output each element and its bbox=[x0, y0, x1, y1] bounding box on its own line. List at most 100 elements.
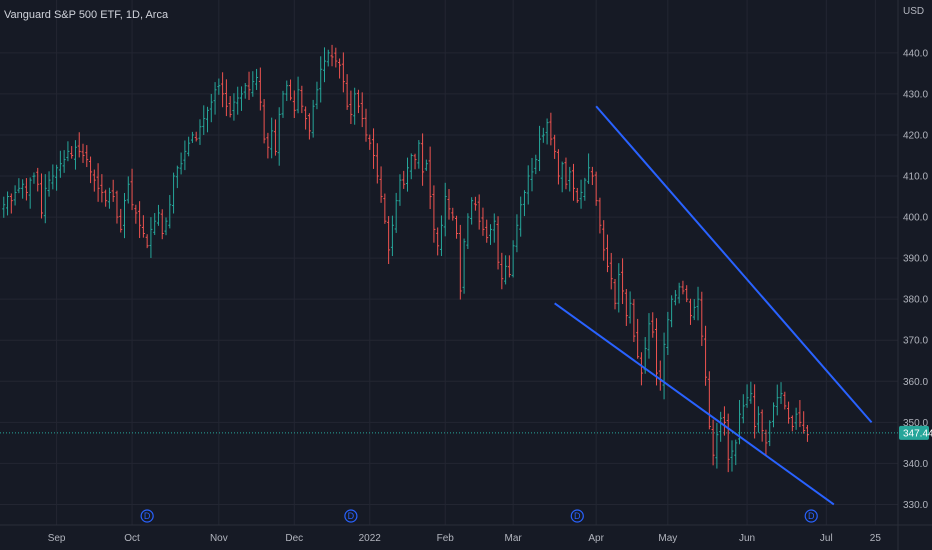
ohlc-bar bbox=[187, 136, 191, 157]
ohlc-bar bbox=[492, 213, 496, 243]
ohlc-bar bbox=[764, 429, 768, 455]
ohlc-bar bbox=[28, 177, 32, 209]
ohlc-bar bbox=[405, 157, 409, 192]
dividend-marker: D bbox=[140, 509, 154, 523]
ohlc-bar bbox=[73, 140, 77, 170]
ohlc-bar bbox=[722, 406, 726, 436]
dividend-marker: D bbox=[344, 509, 358, 523]
ohlc-bar bbox=[771, 402, 775, 428]
ohlc-bar bbox=[783, 391, 787, 410]
price-tick-label: 340.0 bbox=[903, 459, 928, 470]
price-tick-label: 390.0 bbox=[903, 254, 928, 265]
ohlc-bar bbox=[598, 197, 602, 234]
time-tick-label: Mar bbox=[505, 533, 523, 544]
dividend-marker: D bbox=[804, 509, 818, 523]
ohlc-bar bbox=[756, 406, 760, 433]
ohlc-bar bbox=[32, 172, 36, 184]
ohlc-bar bbox=[375, 143, 379, 184]
ohlc-bar bbox=[692, 299, 696, 321]
ohlc-bar bbox=[605, 234, 609, 273]
ohlc-bar bbox=[462, 238, 466, 294]
ohlc-bar bbox=[560, 161, 564, 193]
ohlc-bar bbox=[666, 311, 670, 355]
ohlc-bar bbox=[572, 163, 576, 201]
ohlc-bar bbox=[473, 196, 477, 211]
ohlc-bar bbox=[334, 47, 338, 68]
dividend-circle bbox=[344, 509, 358, 523]
ohlc-bar bbox=[243, 83, 247, 99]
ohlc-bar bbox=[696, 286, 700, 321]
ohlc-bar bbox=[579, 179, 583, 209]
ohlc-bar bbox=[247, 71, 251, 100]
ohlc-bar bbox=[183, 140, 187, 171]
ohlc-bar bbox=[66, 141, 70, 162]
ohlc-bar bbox=[6, 191, 10, 216]
ohlc-bar bbox=[141, 215, 145, 238]
ohlc-bar bbox=[760, 409, 764, 442]
ohlc-bar bbox=[311, 99, 315, 138]
ohlc-bar bbox=[741, 394, 745, 424]
ohlc-bar bbox=[413, 153, 417, 170]
ohlc-bar bbox=[409, 153, 413, 180]
ohlc-bar bbox=[104, 189, 108, 207]
ohlc-bar bbox=[681, 280, 685, 295]
ohlc-bar bbox=[730, 440, 734, 472]
time-tick-label: 2022 bbox=[359, 533, 382, 544]
ohlc-bar bbox=[541, 127, 545, 143]
ohlc-bar bbox=[685, 285, 689, 303]
time-tick-label: 25 bbox=[870, 533, 882, 544]
trendline bbox=[595, 105, 873, 424]
ohlc-bar bbox=[149, 217, 153, 258]
ohlc-bar bbox=[575, 187, 579, 203]
ohlc-bar bbox=[390, 215, 394, 257]
ohlc-bar bbox=[304, 106, 308, 130]
ohlc-bar bbox=[40, 173, 44, 219]
ohlc-bar bbox=[662, 332, 666, 400]
ohlc-bar bbox=[805, 424, 809, 442]
ohlc-bar bbox=[138, 201, 142, 239]
dividend-label: D bbox=[348, 511, 355, 521]
ohlc-bar bbox=[111, 179, 115, 202]
ohlc-bar bbox=[96, 163, 100, 202]
ohlc-bar bbox=[443, 182, 447, 237]
ohlc-bar bbox=[145, 234, 149, 249]
ohlc-bar bbox=[613, 278, 617, 310]
ohlc-bar bbox=[251, 71, 255, 97]
price-tick-label: 370.0 bbox=[903, 336, 928, 347]
ohlc-bar bbox=[432, 185, 436, 243]
last-price-badge: 347.44 bbox=[899, 425, 932, 440]
time-axis[interactable]: Sep Oct Nov Dec 2022 Feb Mar Apr May Jun Jul 25 bbox=[48, 533, 882, 544]
price-axis[interactable]: USD 330.0 340.0 350.0 360.0 370.0 380.0 390.0 4… bbox=[903, 6, 928, 511]
ohlc-bar bbox=[455, 215, 459, 239]
ohlc-bar bbox=[232, 93, 236, 121]
ohlc-bar bbox=[670, 295, 674, 328]
ohlc-bar bbox=[794, 407, 798, 430]
ohlc-bar bbox=[466, 213, 470, 250]
time-tick-label: Jul bbox=[820, 533, 833, 544]
ohlc-bar bbox=[255, 68, 259, 90]
ohlc-bar bbox=[285, 80, 289, 102]
ohlc-bar bbox=[787, 401, 791, 424]
ohlc-bar bbox=[424, 159, 428, 171]
ohlc-bar bbox=[658, 360, 662, 391]
ohlc-bar bbox=[477, 194, 481, 230]
ohlc-bar bbox=[206, 106, 210, 133]
ohlc-bar bbox=[790, 415, 794, 432]
ohlc-bar bbox=[209, 93, 213, 123]
ohlc-bar bbox=[504, 255, 508, 285]
ohlc-bar bbox=[775, 384, 779, 416]
ohlc-bar bbox=[628, 291, 632, 324]
ohlc-bar bbox=[470, 197, 474, 225]
ohlc-bar bbox=[55, 164, 59, 191]
ohlc-bar bbox=[319, 56, 323, 103]
dividend-marker: D bbox=[570, 509, 584, 523]
ohlc-bar bbox=[202, 105, 206, 135]
ohlc-bar bbox=[58, 150, 62, 178]
ohlc-bar bbox=[368, 134, 372, 150]
ohlc-bar bbox=[707, 371, 711, 430]
ohlc-bar bbox=[115, 190, 119, 224]
ohlc-bar bbox=[583, 177, 587, 201]
dividend-label: D bbox=[808, 511, 815, 521]
